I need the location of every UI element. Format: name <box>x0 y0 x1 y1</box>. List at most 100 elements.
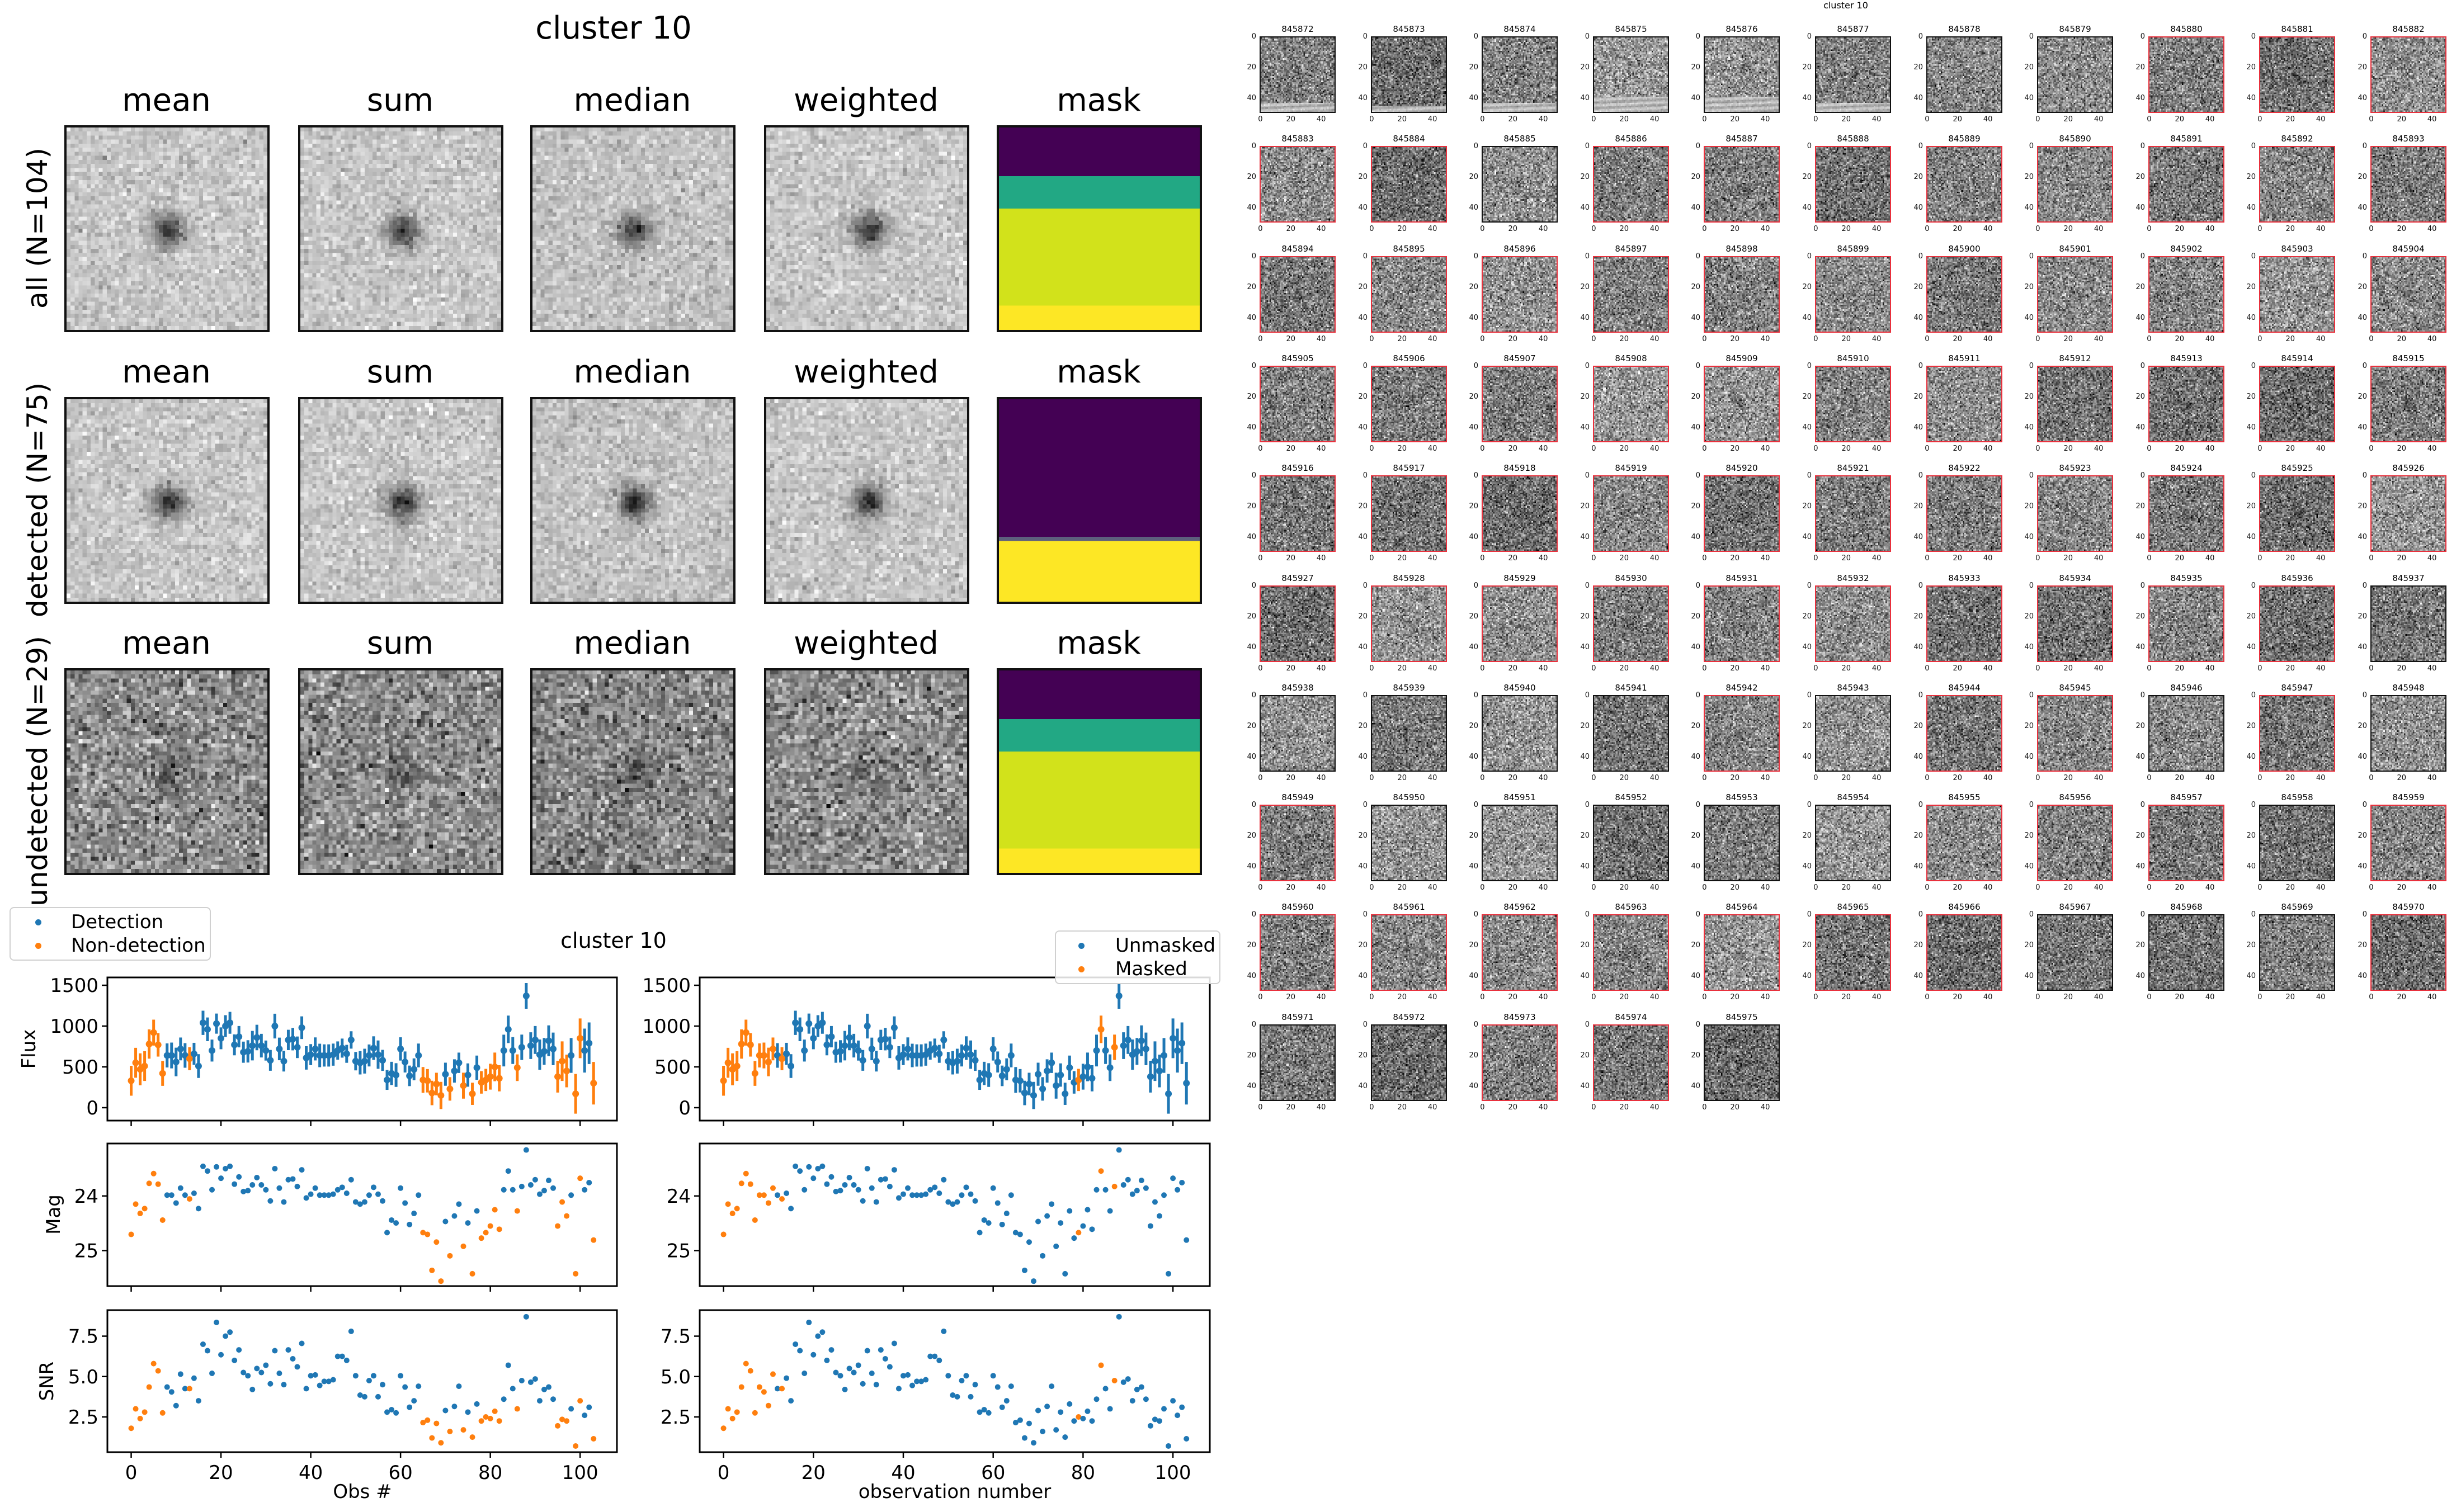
thumbnail-title: 845940 <box>1503 683 1536 693</box>
data-point <box>775 1386 781 1392</box>
thumbnail-y-tick: 0 <box>2362 471 2367 480</box>
thumbnail-x-tick: 20 <box>2063 445 2073 453</box>
thumbnail-y-tick: 0 <box>2140 471 2145 480</box>
data-point <box>132 1059 139 1066</box>
thumbnail-y-tick: 40 <box>2358 642 2367 651</box>
thumbnail-y-tick: 0 <box>1695 801 1700 810</box>
thumbnail-x-tick: 20 <box>2175 883 2185 892</box>
data-point <box>850 1042 857 1050</box>
data-point <box>204 1168 210 1174</box>
thumbnail-x-tick: 0 <box>1813 445 1818 453</box>
thumbnail-title: 845878 <box>1948 24 1981 34</box>
thumbnail-image <box>1482 695 1558 772</box>
thumbnail-x-tick: 0 <box>1925 993 1930 1001</box>
data-point <box>527 1379 534 1385</box>
data-point <box>541 1386 547 1392</box>
thumbnail-image <box>2370 805 2446 881</box>
data-point <box>281 1382 287 1388</box>
thumbnail-x-tick: 0 <box>2147 774 2152 782</box>
thumbnail-image <box>1482 914 1558 991</box>
thumbnail-x-tick: 0 <box>1591 774 1596 782</box>
thumbnail-title: 845922 <box>1948 463 1981 473</box>
thumbnail-x-tick: 20 <box>1730 225 1740 233</box>
stack-title: cluster 10 <box>535 10 692 46</box>
y-tick-label: 2.5 <box>661 1406 691 1429</box>
data-point <box>241 1369 247 1376</box>
data-point <box>1147 1073 1154 1080</box>
thumbnail-x-tick: 20 <box>1397 664 1407 673</box>
data-point <box>1170 1034 1177 1042</box>
data-point <box>881 1036 889 1043</box>
thumbnail-x-tick: 40 <box>1983 335 1993 343</box>
thumbnail-image <box>1482 256 1558 333</box>
thumbnail-x-tick: 0 <box>1258 774 1263 782</box>
thumbnail-x-tick: 40 <box>1427 664 1437 673</box>
thumbnail-x-tick: 40 <box>1760 993 1770 1001</box>
data-point <box>761 1389 767 1395</box>
data-point <box>545 1037 552 1045</box>
thumbnail-title: 845967 <box>2059 902 2091 912</box>
data-point <box>1067 1208 1073 1214</box>
data-point <box>797 1348 803 1354</box>
plot-axes-frame <box>106 976 618 1122</box>
thumbnail-image <box>2370 475 2446 552</box>
data-point <box>460 1082 467 1089</box>
thumbnail-image <box>1371 585 1447 662</box>
thumbnail-y-tick: 20 <box>1358 831 1368 840</box>
thumbnail-y-tick: 40 <box>1691 313 1700 322</box>
thumbnail-title: 845931 <box>1725 573 1758 583</box>
data-point <box>914 1192 920 1198</box>
thumbnail-x-tick: 0 <box>2035 554 2040 563</box>
thumbnail-x-tick: 20 <box>1508 774 1518 782</box>
data-point <box>1049 1201 1055 1207</box>
data-point <box>793 1341 799 1347</box>
thumbnail-x-tick: 40 <box>1316 883 1326 892</box>
thumbnail-x-tick: 20 <box>1841 664 1851 673</box>
data-point <box>1044 1213 1050 1219</box>
thumbnail-x-tick: 20 <box>1619 774 1629 782</box>
data-point <box>375 1191 381 1197</box>
thumbnail-image <box>2259 256 2335 333</box>
thumbnail-y-tick: 0 <box>1473 471 1478 480</box>
data-point <box>1085 1207 1091 1213</box>
thumbnail-x-tick: 0 <box>1369 774 1374 782</box>
thumbnail-y-tick: 0 <box>2140 252 2145 261</box>
data-point <box>747 1181 753 1187</box>
thumbnail-title: 845874 <box>1503 24 1536 34</box>
data-point <box>321 1378 327 1385</box>
thumbnail-x-tick: 40 <box>1316 225 1326 233</box>
data-point <box>1161 1406 1167 1412</box>
thumbnail-x-tick: 20 <box>1286 664 1296 673</box>
thumbnail-y-tick: 40 <box>2358 752 2367 761</box>
thumbnail-title: 845946 <box>2170 683 2203 693</box>
data-point <box>442 1071 449 1078</box>
data-point <box>563 1067 571 1075</box>
thumbnail-x-tick: 40 <box>1427 774 1437 782</box>
thumbnail-image <box>1593 256 1669 333</box>
thumbnail-title: 845913 <box>2170 353 2203 363</box>
data-point <box>729 1415 736 1421</box>
data-point <box>882 1355 888 1362</box>
data-point <box>536 1191 543 1197</box>
thumbnail-x-tick: 20 <box>2175 774 2185 782</box>
thumbnail-y-tick: 20 <box>1469 173 1478 182</box>
thumbnail-y-tick: 40 <box>2246 93 2256 102</box>
thumbnail-x-tick: 20 <box>2175 335 2185 343</box>
data-point <box>173 1402 179 1409</box>
y-tick-label: 0 <box>678 1097 691 1119</box>
thumbnail-y-tick: 20 <box>1247 283 1256 292</box>
data-point <box>878 1176 884 1183</box>
data-point <box>397 1045 404 1052</box>
thumbnail-y-tick: 40 <box>1358 1081 1368 1090</box>
column-header-weighted: weighted <box>794 82 939 119</box>
thumbnail-x-tick: 40 <box>2316 993 2326 1001</box>
thumbnail-title: 845962 <box>1503 902 1536 912</box>
data-point <box>142 1206 148 1212</box>
thumbnail-image <box>1926 805 2002 881</box>
data-point <box>577 1175 583 1182</box>
thumbnail-image <box>1593 146 1669 223</box>
data-point <box>591 1436 597 1442</box>
thumbnail-y-tick: 40 <box>1469 642 1478 651</box>
thumbnail-x-tick: 40 <box>2427 445 2437 453</box>
thumbnail-x-tick: 20 <box>2397 225 2407 233</box>
